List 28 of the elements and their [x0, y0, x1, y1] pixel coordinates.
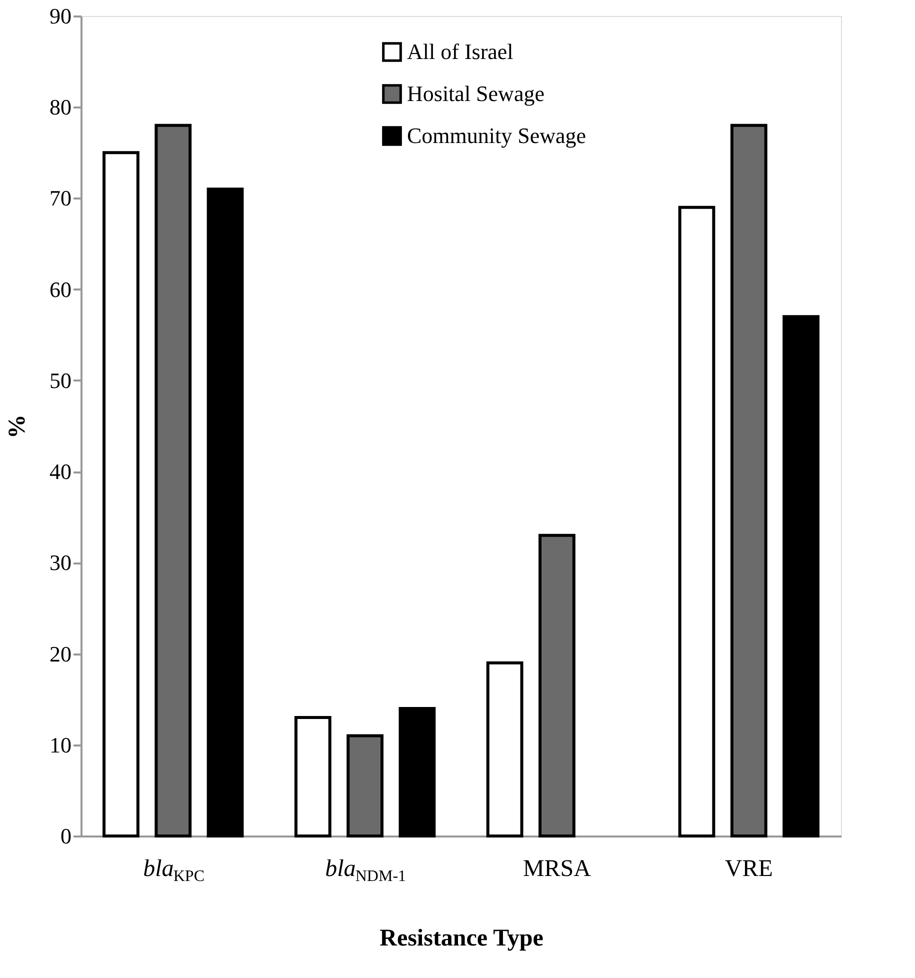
y-axis-title: %: [4, 414, 30, 438]
legend-label: Community Sewage: [407, 123, 586, 148]
y-tick-label: 10: [50, 732, 72, 758]
bar: [206, 188, 244, 838]
bar: [678, 206, 716, 838]
legend-label: All of Israel: [407, 39, 514, 64]
y-tick-label: 60: [50, 276, 72, 302]
legend-label: Hosital Sewage: [407, 81, 544, 106]
y-tick-label: 50: [50, 368, 72, 393]
y-tick-label: 30: [50, 550, 72, 576]
bar: [346, 734, 384, 838]
bar: [730, 124, 768, 838]
bar: [398, 706, 436, 838]
x-axis-title: Resistance Type: [380, 926, 544, 952]
x-tick-label: VRE: [724, 856, 773, 882]
y-tick-label: 20: [50, 641, 72, 666]
bar: [102, 151, 140, 838]
x-tick-label: MRSA: [522, 856, 592, 882]
y-tick-label: 70: [50, 186, 72, 211]
y-tick-label: 90: [50, 4, 72, 28]
y-tick-label: 80: [50, 94, 72, 120]
y-tick-label: 0: [60, 824, 72, 848]
y-tick-label: 40: [50, 459, 72, 484]
bar: [486, 661, 524, 838]
bar: [154, 124, 192, 838]
bar: [538, 534, 576, 838]
bar: [294, 716, 332, 838]
bar: [782, 315, 820, 838]
